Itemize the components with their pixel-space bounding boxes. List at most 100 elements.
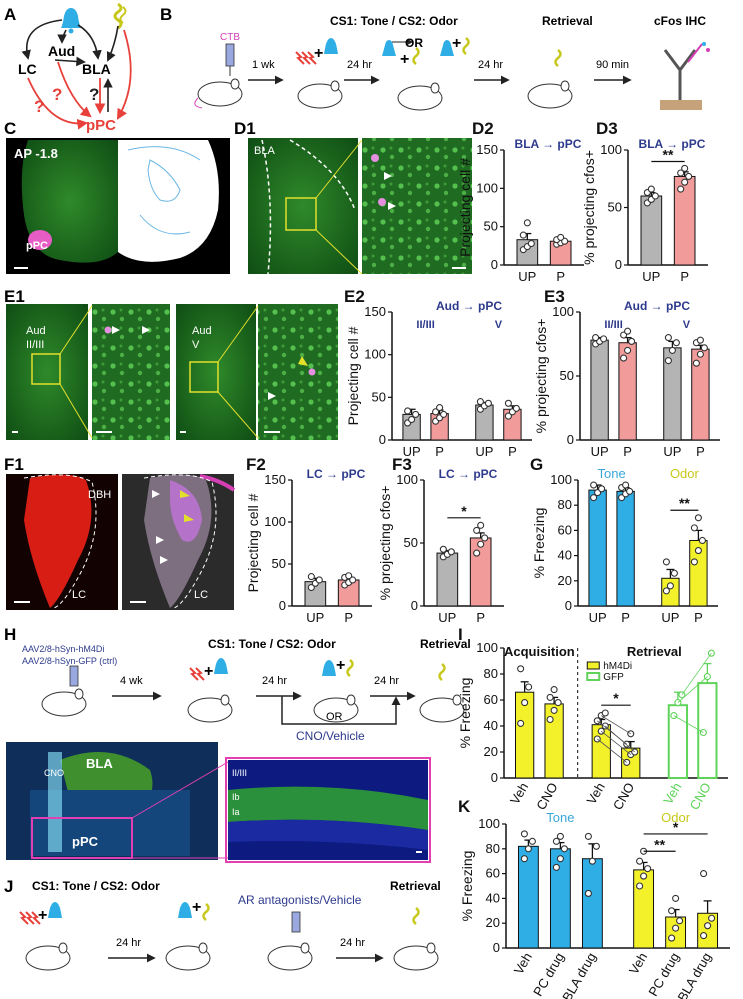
data-point xyxy=(700,344,708,352)
data-point xyxy=(694,514,702,522)
data-point xyxy=(690,558,698,566)
x-tick-label: UP xyxy=(591,444,609,459)
y-tick-label: 100 xyxy=(396,472,418,487)
svg-text:C: C xyxy=(4,119,16,138)
y-axis-label: % Freezing xyxy=(459,851,475,922)
group-label: Odor xyxy=(661,810,691,825)
x-tick-label: P xyxy=(344,610,353,625)
y-tick-label: 80 xyxy=(486,841,500,856)
x-tick-label: P xyxy=(556,269,565,284)
bla-label: BLA xyxy=(82,61,111,77)
data-point xyxy=(432,408,440,416)
data-point xyxy=(524,845,532,853)
y-tick-label: 60 xyxy=(558,522,572,537)
y-tick-label: 100 xyxy=(600,142,622,157)
data-point xyxy=(408,415,416,424)
chart-title: Aud → pPC xyxy=(624,299,690,313)
bar xyxy=(436,552,459,607)
data-point xyxy=(668,934,676,942)
y-tick-label: 40 xyxy=(486,890,500,905)
section-label: Retrieval xyxy=(627,644,682,659)
data-point xyxy=(666,582,674,590)
svg-text:B: B xyxy=(160,5,172,24)
data-point xyxy=(672,339,680,347)
data-point xyxy=(439,545,447,553)
data-point xyxy=(556,832,564,840)
y-tick-label: 50 xyxy=(272,556,286,571)
svg-text:?: ? xyxy=(34,97,44,116)
data-point xyxy=(554,699,562,707)
data-point xyxy=(504,412,512,420)
pair-line xyxy=(677,676,708,703)
svg-text:II/III: II/III xyxy=(232,768,247,778)
svg-text:CS1: Tone / CS2: Odor: CS1: Tone / CS2: Odor xyxy=(32,879,160,893)
data-point xyxy=(315,576,323,584)
data-point xyxy=(447,548,455,556)
y-tick-label: 0 xyxy=(491,257,498,272)
y-tick-label: 0 xyxy=(491,770,498,785)
panel-a-diagram: A LC Aud BLA pPC ? ? ? xyxy=(4,2,132,134)
significance-label: * xyxy=(461,503,467,519)
svg-text:Retrieval: Retrieval xyxy=(542,14,593,28)
y-axis-label: Projecting cell # xyxy=(245,493,261,592)
y-tick-label: 0 xyxy=(567,432,574,447)
svg-text:24 hr: 24 hr xyxy=(374,675,399,687)
svg-text:D1: D1 xyxy=(234,119,256,138)
y-axis-label: % Freezing xyxy=(457,678,473,749)
svg-text:+: + xyxy=(336,657,345,674)
y-tick-label: 20 xyxy=(558,573,572,588)
y-tick-label: 100 xyxy=(478,816,500,831)
data-point xyxy=(664,334,672,342)
y-tick-label: 0 xyxy=(279,598,286,613)
data-point xyxy=(622,481,630,489)
data-point xyxy=(546,693,554,701)
x-tick-label: UP xyxy=(438,610,456,625)
x-tick-label: P xyxy=(435,444,444,459)
mouse-icon-4 xyxy=(527,80,573,109)
data-point xyxy=(523,219,531,227)
svg-text:24 hr: 24 hr xyxy=(478,59,503,71)
significance-label: ** xyxy=(663,147,674,163)
data-point xyxy=(552,837,560,845)
chart-subtitle: V xyxy=(683,319,691,331)
pair-line xyxy=(601,715,631,735)
x-tick-label: UP xyxy=(306,610,324,625)
svg-text:AAV2/8-hSyn-hM4Di: AAV2/8-hSyn-hM4Di xyxy=(22,644,104,654)
panel-letter-a: A xyxy=(4,5,16,24)
data-point xyxy=(477,540,485,548)
data-point xyxy=(620,354,628,362)
chart-subtitle: V xyxy=(495,319,503,331)
mouse-icon-3 xyxy=(397,82,443,111)
lc-label: LC xyxy=(18,61,37,77)
svg-text:+: + xyxy=(204,663,213,680)
pair-line xyxy=(597,738,627,763)
mouse-icon-2 xyxy=(297,80,343,109)
y-tick-label: 100 xyxy=(552,304,574,319)
data-point xyxy=(560,845,568,853)
y-axis-label: % projecting cfos+ xyxy=(377,486,393,601)
syringe-icon xyxy=(225,43,235,76)
y-tick-label: 50 xyxy=(608,200,622,215)
chart-subtitle: II/III xyxy=(416,319,434,331)
data-point xyxy=(624,327,632,335)
data-point xyxy=(696,336,704,344)
svg-text:?: ? xyxy=(89,85,99,104)
svg-text:pPC: pPC xyxy=(72,834,99,849)
svg-text:Ib: Ib xyxy=(232,792,240,802)
x-tick-label: CNO xyxy=(533,780,560,813)
y-axis-label: Projecting cell # xyxy=(345,326,361,425)
data-point xyxy=(590,494,598,502)
bar xyxy=(640,195,663,266)
svg-text:+: + xyxy=(452,35,461,52)
y-axis-label: % projecting cfos+ xyxy=(533,319,549,434)
data-point xyxy=(636,857,644,865)
svg-text:CNO: CNO xyxy=(44,768,64,778)
panel-j-timeline: J CS1: Tone / CS2: Odor + 24 hr + AR ant… xyxy=(4,877,441,971)
svg-text:LC: LC xyxy=(72,589,86,601)
antibody-icon xyxy=(660,42,710,110)
bar xyxy=(588,489,607,607)
data-point xyxy=(307,583,315,592)
legend-swatch xyxy=(586,672,601,681)
data-point xyxy=(698,536,706,545)
section-label: Acquisition xyxy=(504,644,575,659)
